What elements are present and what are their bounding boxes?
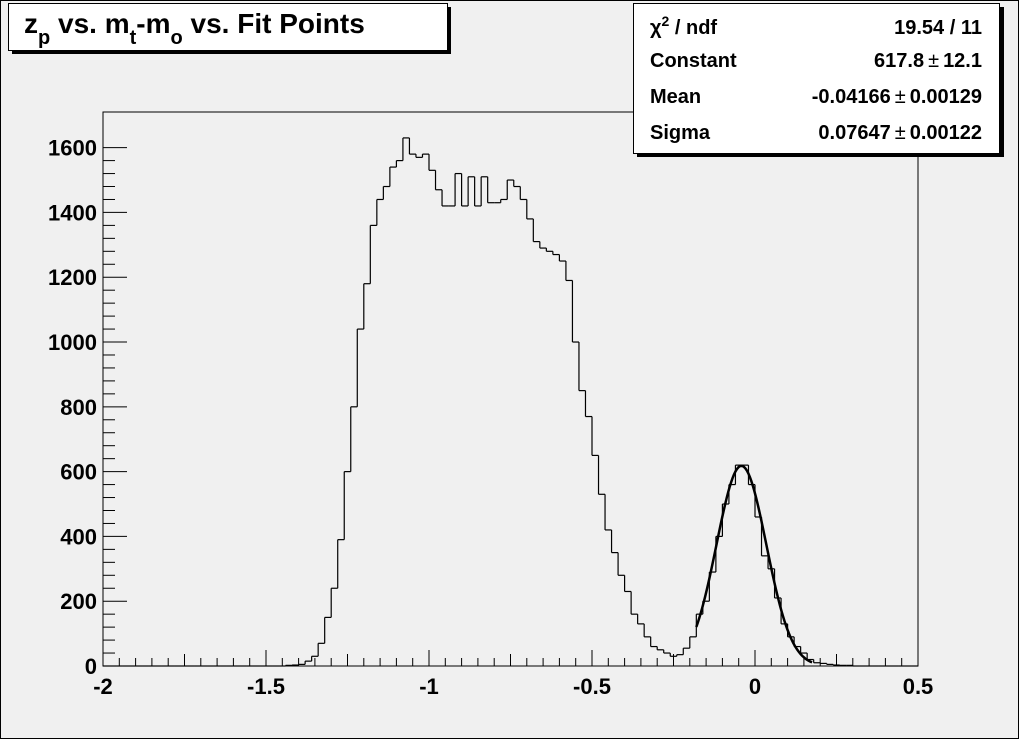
fit-value: -0.04166 xyxy=(812,86,891,108)
stat-label: Mean xyxy=(650,86,701,108)
x-tick-label: 0 xyxy=(749,674,761,699)
chart-title: zp vs. mt-mo vs. Fit Points xyxy=(24,8,365,49)
x-tick-label: -1 xyxy=(419,674,439,699)
title-part: z xyxy=(24,8,38,39)
fit-value: 0.07647 xyxy=(818,122,890,144)
y-tick-label: 1600 xyxy=(48,136,97,161)
plot-frame xyxy=(102,111,919,667)
fit-error: 12.1 xyxy=(943,50,982,72)
stat-label-part: / ndf xyxy=(669,17,717,39)
plus-minus: ± xyxy=(928,50,939,72)
y-tick-label: 1000 xyxy=(48,330,97,355)
title-part: vs. m xyxy=(50,8,129,39)
fit-curve xyxy=(695,464,813,664)
y-tick-label: 200 xyxy=(60,589,97,614)
fit-error: 0.00129 xyxy=(910,86,982,108)
y-tick-label: 1400 xyxy=(48,200,97,225)
title-part: p xyxy=(38,27,50,49)
marks xyxy=(102,137,919,667)
title-part: t xyxy=(130,27,137,49)
x-tick-label: -0.5 xyxy=(573,674,611,699)
title-part: vs. Fit Points xyxy=(183,8,365,39)
x-tick-label: -1.5 xyxy=(247,674,285,699)
title-box xyxy=(8,3,448,51)
fit-value: 617.8 xyxy=(874,50,924,72)
stat-value: 19.54 / 11 xyxy=(894,17,982,39)
title-part: o xyxy=(171,27,183,49)
fit-error: 0.00122 xyxy=(910,122,982,144)
stat-value: -0.04166 ±0.00129 xyxy=(812,86,982,108)
stat-label: Constant xyxy=(650,50,737,72)
y-tick-label: 0 xyxy=(85,654,97,679)
stat-label-part: 2 xyxy=(662,13,670,29)
title-part: -m xyxy=(136,8,170,39)
x-tick-label: 0.5 xyxy=(903,674,934,699)
stats-box xyxy=(633,3,1000,154)
stat-label-part: χ xyxy=(650,17,662,39)
stat-label: χ2 / ndf xyxy=(650,13,717,39)
plus-minus: ± xyxy=(895,122,906,144)
stat-value: 617.8 ±12.1 xyxy=(874,50,982,72)
x-tick-label: -2 xyxy=(93,674,113,699)
y-tick-label: 800 xyxy=(60,395,97,420)
y-tick-label: 600 xyxy=(60,460,97,485)
stat-label: Sigma xyxy=(650,122,711,144)
stat-value: 0.07647 ±0.00122 xyxy=(818,122,982,144)
y-tick-label: 400 xyxy=(60,524,97,549)
y-tick-label: 1200 xyxy=(48,265,97,290)
plus-minus: ± xyxy=(895,86,906,108)
